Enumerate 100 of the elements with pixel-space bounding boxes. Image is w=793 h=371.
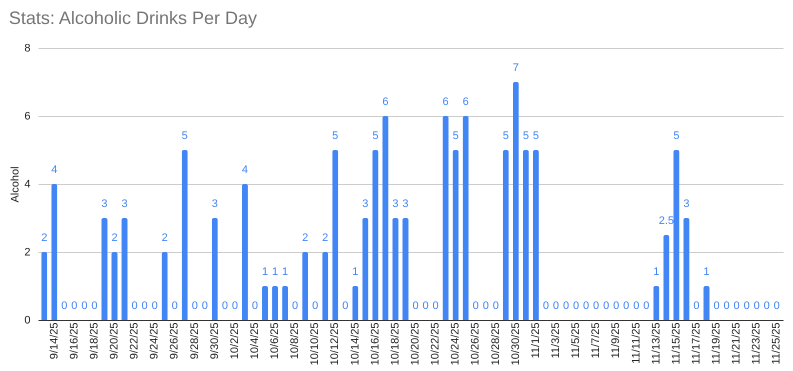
- data-label: 4: [242, 164, 248, 176]
- data-label: 5: [372, 130, 378, 142]
- data-label: 0: [412, 300, 419, 312]
- data-label: 0: [492, 300, 499, 312]
- data-label: 0: [542, 300, 550, 312]
- data-label: 3: [402, 198, 409, 210]
- bar: [522, 150, 529, 320]
- data-label: 0: [132, 300, 138, 312]
- x-tick-label: 9/16/25: [68, 322, 80, 360]
- x-tick-label: 10/16/25: [369, 322, 382, 366]
- bar: [212, 218, 218, 320]
- bar: [372, 150, 378, 320]
- data-label: 2: [111, 232, 118, 244]
- x-tick-label: 10/20/25: [410, 322, 422, 366]
- data-label: 0: [603, 300, 610, 312]
- data-label: 3: [392, 198, 399, 210]
- data-label: 0: [472, 300, 479, 312]
- data-label: 2: [302, 232, 308, 244]
- x-tick-label: 10/18/25: [389, 322, 402, 366]
- x-tick-label: 11/5/25: [570, 322, 582, 358]
- x-tick-label: 11/7/25: [590, 322, 602, 358]
- data-label: 0: [562, 300, 570, 312]
- data-label: 2: [41, 232, 48, 244]
- bar: [663, 235, 670, 320]
- bar: [262, 286, 268, 320]
- data-label: 0: [552, 300, 560, 312]
- bar: [272, 286, 278, 320]
- x-tick-label: 9/26/25: [168, 322, 181, 360]
- data-label: 0: [232, 300, 238, 312]
- bar: [101, 218, 108, 320]
- bar: [112, 252, 118, 320]
- y-tick-label: 8: [24, 42, 30, 54]
- data-label: 0: [734, 300, 740, 312]
- bar: [392, 218, 398, 320]
- data-label: 0: [71, 300, 78, 312]
- x-tick-label: 10/12/25: [329, 322, 342, 366]
- bar: [703, 286, 710, 320]
- x-tick-label: 10/4/25: [248, 322, 261, 360]
- x-tick-label: 11/21/25: [730, 322, 743, 365]
- x-tick-label: 9/14/25: [48, 322, 60, 360]
- bar: [462, 116, 469, 320]
- data-label: 5: [182, 130, 188, 142]
- bar: [51, 184, 58, 320]
- bar: [452, 150, 459, 320]
- data-label: 0: [222, 300, 228, 312]
- data-label: 0: [572, 300, 580, 312]
- data-label: 5: [532, 130, 539, 142]
- data-label: 0: [754, 300, 760, 312]
- bar: [653, 286, 660, 320]
- x-tick-label: 9/18/25: [88, 322, 100, 360]
- x-tick-label: 11/13/25: [650, 322, 662, 365]
- bar: [673, 150, 680, 320]
- x-tick-label: 9/28/25: [188, 322, 201, 360]
- data-label: 5: [673, 130, 680, 142]
- data-label: 6: [442, 96, 449, 108]
- data-label: 0: [312, 300, 318, 312]
- data-label: 1: [653, 266, 660, 278]
- bar: [362, 218, 368, 320]
- data-label: 3: [121, 198, 128, 210]
- data-label: 2: [322, 232, 328, 244]
- x-tick-label: 10/24/25: [450, 322, 462, 366]
- bar: [683, 218, 690, 320]
- data-label: 0: [152, 300, 158, 312]
- data-label: 0: [61, 300, 68, 312]
- data-label: 0: [482, 300, 489, 312]
- bar: [41, 252, 48, 320]
- data-label: 0: [613, 300, 620, 312]
- data-label: 5: [502, 130, 509, 142]
- data-label: 3: [212, 198, 218, 210]
- x-tick-label: 9/20/25: [108, 322, 121, 360]
- bar: [502, 150, 509, 320]
- x-tick-label: 11/19/25: [710, 322, 723, 365]
- bar: [382, 116, 388, 320]
- data-label: 0: [81, 300, 88, 312]
- bar: [122, 218, 128, 320]
- bar: [182, 150, 188, 320]
- x-tick-label: 10/8/25: [289, 322, 302, 360]
- y-axis-title: Alcohol: [9, 166, 22, 203]
- x-tick-label: 11/3/25: [550, 322, 562, 358]
- data-label: 2: [162, 232, 168, 244]
- bar: [332, 150, 338, 320]
- bar: [442, 116, 449, 320]
- data-label: 0: [713, 300, 720, 312]
- x-tick-label: 9/30/25: [208, 322, 221, 360]
- data-label: 1: [703, 266, 710, 278]
- data-label: 0: [252, 300, 258, 312]
- data-label: 0: [593, 300, 600, 312]
- data-label: 1: [352, 266, 358, 278]
- bar: [512, 82, 519, 320]
- data-label: 0: [202, 300, 208, 312]
- data-label: 0: [342, 300, 348, 312]
- bar: [352, 286, 358, 320]
- data-label: 0: [633, 300, 640, 312]
- x-tick-label: 10/6/25: [269, 322, 282, 360]
- data-label: 3: [362, 198, 368, 210]
- x-tick-label: 10/22/25: [430, 322, 442, 366]
- x-tick-label: 11/1/25: [530, 322, 542, 358]
- x-tick-label: 9/24/25: [148, 322, 161, 360]
- bar: [302, 252, 308, 320]
- data-label: 0: [744, 300, 750, 312]
